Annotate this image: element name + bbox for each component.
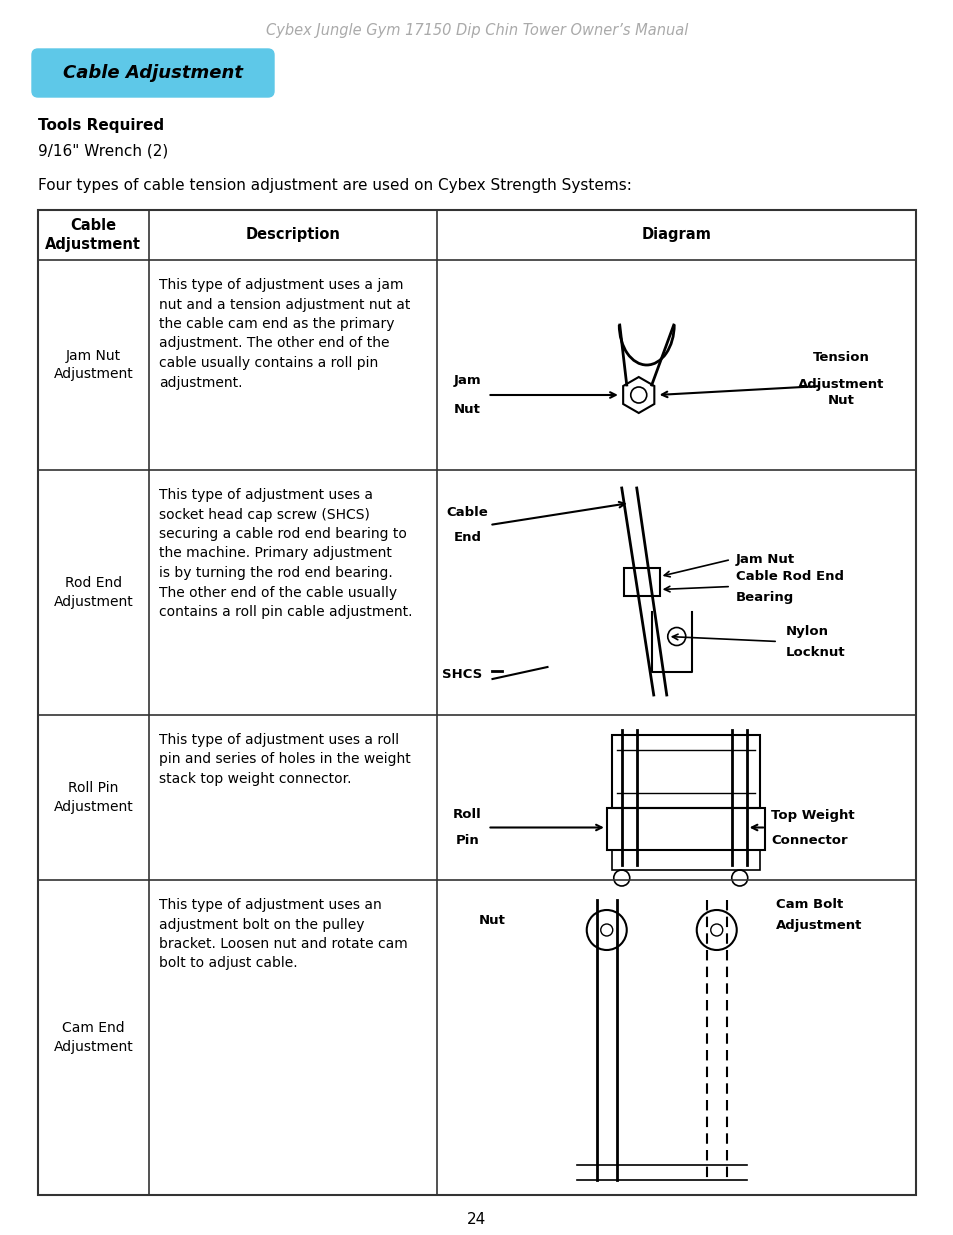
- Text: Tension: Tension: [812, 351, 868, 364]
- Text: End: End: [453, 531, 481, 543]
- Text: Adjustment: Adjustment: [797, 378, 883, 391]
- Text: Cam Bolt: Cam Bolt: [775, 898, 842, 911]
- Text: This type of adjustment uses a jam
nut and a tension adjustment nut at
the cable: This type of adjustment uses a jam nut a…: [158, 278, 410, 389]
- Text: Adjustment: Adjustment: [775, 919, 862, 932]
- Text: Jam Nut: Jam Nut: [735, 553, 794, 566]
- Text: SHCS: SHCS: [442, 668, 482, 682]
- Text: Nylon: Nylon: [785, 625, 828, 637]
- Text: Nut: Nut: [454, 403, 480, 416]
- Text: Four types of cable tension adjustment are used on Cybex Strength Systems:: Four types of cable tension adjustment a…: [38, 178, 631, 193]
- Bar: [611, 735, 759, 808]
- Text: 9/16" Wrench (2): 9/16" Wrench (2): [38, 143, 168, 158]
- Bar: [38, 210, 915, 1195]
- Text: Locknut: Locknut: [785, 646, 844, 658]
- Text: Cybex Jungle Gym 17150 Dip Chin Tower Owner’s Manual: Cybex Jungle Gym 17150 Dip Chin Tower Ow…: [266, 22, 687, 37]
- Text: Nut: Nut: [826, 394, 854, 408]
- Text: Jam Nut
Adjustment: Jam Nut Adjustment: [53, 348, 133, 382]
- Text: This type of adjustment uses a roll
pin and series of holes in the weight
stack : This type of adjustment uses a roll pin …: [158, 734, 410, 785]
- Bar: [611, 850, 759, 869]
- Text: Cable Adjustment: Cable Adjustment: [63, 64, 243, 82]
- Text: This type of adjustment uses a
socket head cap screw (SHCS)
securing a cable rod: This type of adjustment uses a socket he…: [158, 488, 412, 619]
- Text: Cable
Adjustment: Cable Adjustment: [45, 217, 141, 252]
- Text: Cable: Cable: [446, 506, 488, 519]
- Text: This type of adjustment uses an
adjustment bolt on the pulley
bracket. Loosen nu: This type of adjustment uses an adjustme…: [158, 898, 407, 971]
- Text: Diagram: Diagram: [641, 227, 711, 242]
- Text: Roll: Roll: [453, 809, 481, 821]
- Text: Connector: Connector: [770, 834, 846, 846]
- Bar: [606, 808, 764, 850]
- Text: Cable Rod End: Cable Rod End: [735, 569, 843, 583]
- Text: Jam: Jam: [454, 374, 481, 387]
- Text: Top Weight: Top Weight: [770, 809, 854, 821]
- Text: Description: Description: [245, 227, 340, 242]
- Text: Roll Pin
Adjustment: Roll Pin Adjustment: [53, 782, 133, 814]
- Text: Pin: Pin: [456, 834, 478, 846]
- FancyBboxPatch shape: [32, 49, 274, 98]
- Bar: [623, 568, 659, 595]
- Text: Rod End
Adjustment: Rod End Adjustment: [53, 577, 133, 609]
- Text: Nut: Nut: [478, 914, 505, 926]
- Text: Cam End
Adjustment: Cam End Adjustment: [53, 1021, 133, 1053]
- Text: Tools Required: Tools Required: [38, 119, 164, 133]
- Text: Bearing: Bearing: [735, 590, 794, 604]
- Text: 24: 24: [467, 1213, 486, 1228]
